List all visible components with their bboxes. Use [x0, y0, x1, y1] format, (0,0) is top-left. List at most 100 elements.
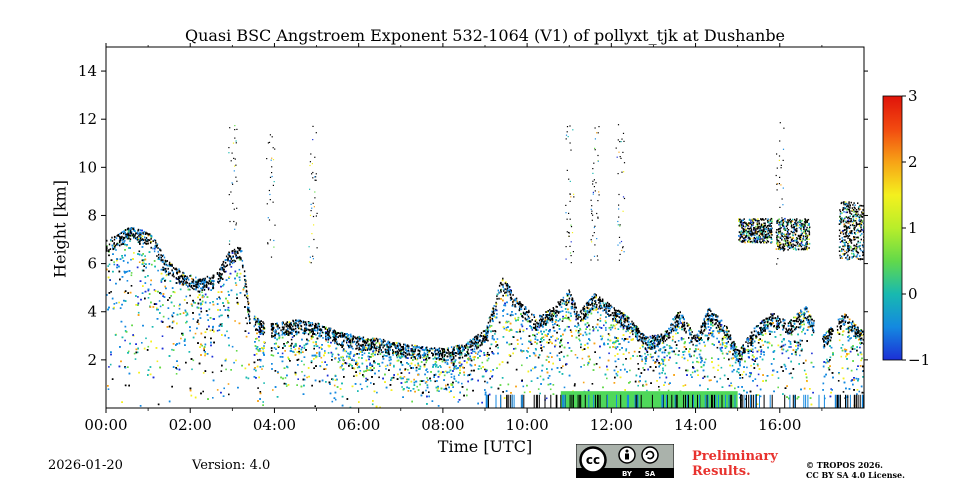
heatmap-pixel — [688, 342, 691, 344]
heatmap-pixel — [246, 322, 248, 325]
heatmap-pixel — [211, 329, 214, 331]
heatmap-pixel — [263, 345, 265, 347]
heatmap-pixel — [325, 339, 327, 342]
heatmap-pixel — [629, 381, 631, 383]
heatmap-pixel — [212, 327, 214, 329]
heatmap-pixel — [383, 354, 385, 357]
heatmap-pixel — [130, 258, 132, 261]
heatmap-pixel — [377, 353, 379, 356]
heatmap-pixel — [191, 368, 193, 371]
heatmap-pixel — [216, 329, 219, 332]
heatmap-pixel — [578, 334, 580, 337]
heatmap-pixel — [223, 305, 225, 307]
heatmap-pixel — [359, 383, 362, 386]
heatmap-pixel — [162, 254, 165, 256]
heatmap-pixel — [190, 303, 193, 305]
heatmap-pixel — [332, 335, 334, 338]
heatmap-pixel — [608, 352, 610, 355]
heatmap-pixel — [583, 364, 585, 366]
heatmap-pixel — [719, 377, 722, 380]
heatmap-pixel — [559, 359, 561, 361]
heatmap-pixel — [238, 268, 241, 271]
heatmap-pixel — [186, 312, 189, 315]
heatmap-pixel — [408, 372, 411, 374]
heatmap-pixel — [679, 327, 681, 329]
heatmap-pixel — [509, 299, 512, 301]
heatmap-pixel — [365, 339, 367, 341]
heatmap-pixel — [256, 337, 258, 340]
heatmap-pixel — [751, 358, 754, 361]
heatmap-pixel — [399, 376, 401, 379]
heatmap-pixel — [597, 307, 600, 310]
heatmap-pixel — [278, 337, 280, 340]
heatmap-pixel — [516, 300, 518, 303]
heatmap-pixel — [697, 361, 700, 364]
heatmap-pixel — [424, 348, 427, 351]
heatmap-pixel — [505, 326, 508, 329]
heatmap-pixel — [666, 354, 668, 357]
heatmap-pixel — [608, 334, 611, 337]
heatmap-pixel — [838, 332, 841, 335]
heatmap-pixel — [347, 336, 349, 339]
heatmap-pixel — [554, 344, 557, 346]
heatmap-pixel — [848, 335, 850, 337]
heatmap-pixel — [324, 350, 326, 352]
heatmap-pixel — [654, 334, 656, 337]
heatmap-pixel — [448, 391, 451, 393]
heatmap-pixel — [159, 305, 162, 308]
heatmap-pixel — [615, 365, 618, 368]
heatmap-pixel — [576, 326, 578, 328]
heatmap-pixel — [859, 346, 861, 349]
heatmap-pixel — [262, 330, 264, 332]
heatmap-pixel — [358, 345, 361, 348]
heatmap-pixel — [837, 380, 840, 382]
heatmap-pixel — [253, 368, 256, 371]
heatmap-pixel — [799, 343, 802, 346]
heatmap-pixel — [398, 355, 400, 357]
heatmap-pixel — [777, 386, 779, 389]
heatmap-pixel — [605, 327, 607, 329]
heatmap-pixel — [481, 361, 484, 364]
heatmap-pixel — [676, 328, 678, 331]
heatmap-pixel — [659, 376, 661, 379]
heatmap-pixel — [757, 373, 760, 376]
heatmap-pixel — [467, 359, 470, 361]
heatmap-pixel — [639, 347, 641, 349]
heatmap-pixel — [672, 338, 674, 341]
heatmap-pixel — [450, 384, 452, 386]
heatmap-pixel — [384, 365, 387, 368]
heatmap-pixel — [258, 349, 260, 351]
heatmap-pixel — [588, 304, 590, 306]
heatmap-pixel — [243, 287, 245, 289]
heatmap-pixel — [628, 336, 631, 338]
heatmap-pixel — [716, 337, 718, 340]
heatmap-pixel — [543, 346, 545, 348]
heatmap-pixel — [427, 379, 429, 381]
heatmap-pixel — [597, 319, 599, 321]
heatmap-pixel — [309, 329, 312, 331]
heatmap-pixel — [535, 319, 537, 321]
heatmap-pixel — [545, 315, 548, 318]
heatmap-pixel — [522, 320, 524, 322]
heatmap-pixel — [303, 374, 306, 377]
heatmap-pixel — [177, 364, 179, 367]
heatmap-pixel — [227, 383, 230, 385]
heatmap-pixel — [773, 331, 776, 333]
heatmap-pixel — [298, 352, 301, 355]
heatmap-pixel — [658, 386, 660, 388]
heatmap-pixel — [321, 361, 323, 363]
heatmap-pixel — [777, 377, 780, 379]
heatmap-pixel — [696, 361, 699, 363]
heatmap-pixel — [769, 330, 772, 333]
heatmap-pixel — [234, 282, 237, 284]
heatmap-pixel — [487, 339, 489, 342]
heatmap-pixel — [779, 346, 782, 348]
heatmap-pixel — [486, 369, 488, 372]
heatmap-pixel — [368, 346, 370, 349]
heatmap-pixel — [775, 327, 777, 329]
heatmap-pixel — [735, 353, 737, 355]
heatmap-pixel — [202, 372, 205, 374]
heatmap-pixel — [160, 281, 163, 283]
heatmap-pixel — [569, 329, 572, 331]
heatmap-pixel — [425, 389, 427, 392]
